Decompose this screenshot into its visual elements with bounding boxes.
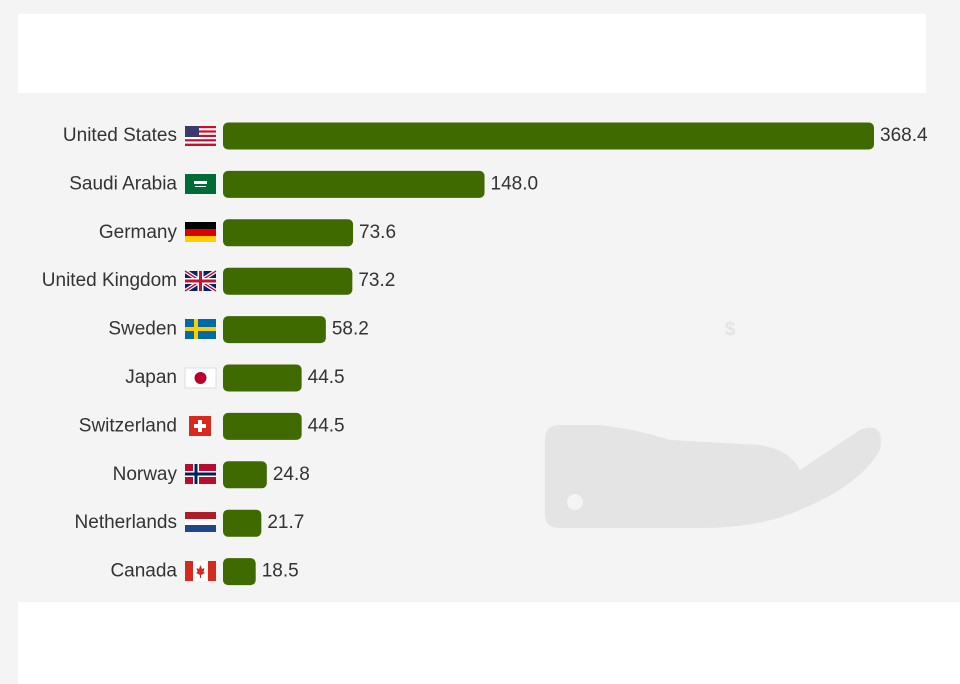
flag-no	[185, 464, 216, 484]
value-label: 148.0	[491, 173, 539, 194]
bar	[223, 267, 353, 295]
category-label: Sweden	[108, 319, 177, 340]
flag-se	[185, 319, 216, 339]
flag-uk	[183, 269, 218, 293]
bar	[223, 364, 302, 392]
bar	[223, 219, 354, 247]
category-label: Japan	[125, 367, 177, 388]
category-label: Germany	[99, 222, 178, 243]
flag-nl	[185, 512, 216, 532]
value-label: 368.4	[880, 125, 928, 146]
bar	[223, 170, 485, 198]
category-label: Norway	[113, 464, 178, 485]
footer-panel	[18, 602, 960, 684]
value-label: 73.6	[359, 222, 396, 243]
flags	[183, 126, 218, 581]
bar	[223, 122, 874, 150]
bar	[223, 316, 326, 344]
category-label: Canada	[110, 561, 177, 582]
category-label: United Kingdom	[42, 270, 177, 291]
category-label: Netherlands	[75, 512, 177, 533]
value-label: 44.5	[308, 367, 345, 388]
category-label: United States	[63, 125, 177, 146]
flag-ch	[189, 416, 211, 436]
flag-jp	[184, 367, 217, 389]
category-label: Switzerland	[79, 415, 177, 436]
flag-de	[185, 222, 216, 242]
svg-text:$: $	[725, 319, 736, 340]
header-panel	[18, 14, 926, 93]
flag-us	[185, 126, 216, 146]
value-label: 24.8	[273, 464, 310, 485]
flag-sa	[185, 174, 216, 194]
flag-ca	[185, 561, 216, 581]
value-label: 21.7	[267, 512, 304, 533]
value-label: 73.2	[358, 270, 395, 291]
bar	[223, 509, 262, 537]
value-label: 58.2	[332, 319, 369, 340]
category-label: Saudi Arabia	[69, 173, 177, 194]
bar	[223, 412, 302, 440]
value-label: 18.5	[262, 561, 299, 582]
background-icon: $	[545, 319, 881, 528]
bar	[223, 558, 256, 586]
value-label: 44.5	[308, 415, 345, 436]
bar	[223, 461, 267, 489]
